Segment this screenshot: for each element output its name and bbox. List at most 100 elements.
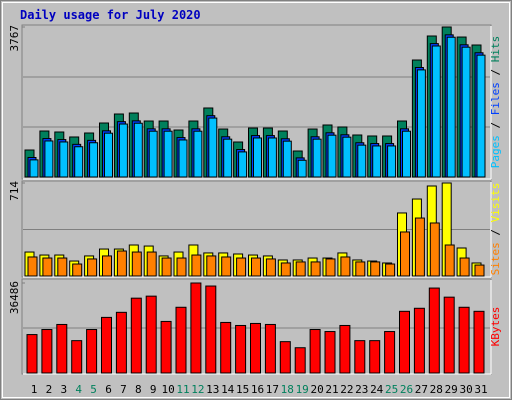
bar <box>324 331 336 374</box>
bar <box>57 257 68 277</box>
bar <box>309 329 321 374</box>
bar <box>310 261 321 277</box>
bar <box>116 250 127 277</box>
bar <box>206 255 217 277</box>
bar <box>89 142 99 178</box>
bar <box>72 263 83 277</box>
legend-entry: Visits <box>489 183 502 223</box>
bar <box>178 139 188 178</box>
bar <box>473 310 485 374</box>
bar <box>208 117 218 178</box>
bar <box>29 159 39 178</box>
chart-title: Daily usage for July 2020 <box>20 8 201 22</box>
bar <box>251 257 261 277</box>
bar <box>42 257 53 277</box>
bar <box>130 297 142 374</box>
bar <box>161 257 172 277</box>
bar <box>26 334 38 374</box>
x-tick-label: 29 <box>445 383 458 396</box>
bar <box>220 321 232 374</box>
x-tick-label: 23 <box>355 383 368 396</box>
x-tick-label: 30 <box>459 383 472 396</box>
legend-separator: / <box>489 115 502 135</box>
bar <box>357 144 367 178</box>
bar <box>340 256 351 277</box>
bar <box>295 261 306 277</box>
y-tick-label: 714 <box>8 181 21 201</box>
x-tick-label: 6 <box>105 383 112 396</box>
bar <box>428 287 440 374</box>
x-tick-label: 16 <box>251 383 264 396</box>
x-tick-label: 5 <box>90 383 97 396</box>
bar <box>446 36 456 178</box>
x-tick-label: 8 <box>135 383 142 396</box>
bar <box>56 323 68 374</box>
bar <box>163 130 173 178</box>
x-tick-label: 12 <box>191 383 204 396</box>
bar <box>87 258 98 277</box>
bar <box>27 256 38 277</box>
bar <box>86 329 98 374</box>
bar <box>221 256 232 277</box>
x-tick-label: 1 <box>31 383 38 396</box>
bar <box>339 324 351 374</box>
bar <box>443 296 455 374</box>
x-tick-label: 21 <box>325 383 338 396</box>
bar <box>133 122 143 178</box>
bar <box>71 340 83 374</box>
bar <box>282 140 292 178</box>
bar <box>458 306 470 374</box>
bar <box>176 257 187 277</box>
bar <box>104 132 113 178</box>
x-tick-label: 18 <box>281 383 294 396</box>
bar <box>74 146 84 178</box>
bar <box>399 310 410 374</box>
bar <box>402 130 411 178</box>
x-tick-label: 15 <box>236 383 249 396</box>
bar <box>342 136 352 178</box>
legend: KBytes <box>489 307 502 347</box>
bar <box>145 295 157 374</box>
x-tick-label: 22 <box>340 383 353 396</box>
bar <box>236 257 247 277</box>
legend-separator: / <box>489 62 502 82</box>
bar <box>253 137 262 178</box>
x-tick-label: 3 <box>60 383 67 396</box>
bar <box>294 347 306 374</box>
legend-entry: Files <box>489 82 502 115</box>
legend-separator: / <box>489 222 502 242</box>
x-tick-label: 11 <box>176 383 189 396</box>
x-tick-label: 4 <box>75 383 82 396</box>
bar <box>474 264 485 277</box>
y-tick-label: 3767 <box>8 25 21 52</box>
bar <box>413 307 425 374</box>
x-tick-label: 25 <box>385 383 398 396</box>
bar <box>384 331 396 374</box>
bar <box>429 222 440 277</box>
bar <box>238 151 248 178</box>
x-tick-label: 10 <box>161 383 174 396</box>
bar <box>44 140 54 178</box>
x-tick-label: 9 <box>150 383 157 396</box>
bar <box>175 306 187 374</box>
bar <box>115 311 127 374</box>
x-tick-label: 31 <box>474 383 487 396</box>
bar <box>476 54 486 178</box>
legend-entry: Pages <box>489 135 502 168</box>
bar <box>444 244 455 277</box>
x-tick-label: 13 <box>206 383 219 396</box>
x-tick-label: 20 <box>310 383 323 396</box>
bar <box>280 262 291 277</box>
x-tick-label: 2 <box>46 383 53 396</box>
bar <box>297 159 307 178</box>
bar <box>459 257 470 277</box>
bar <box>235 324 247 374</box>
bar <box>414 217 425 277</box>
x-tick-label: 14 <box>221 383 235 396</box>
bar <box>354 340 366 374</box>
bar <box>312 138 322 178</box>
bar <box>101 316 112 374</box>
legend-entry: KBytes <box>489 307 502 347</box>
bar <box>461 46 471 178</box>
